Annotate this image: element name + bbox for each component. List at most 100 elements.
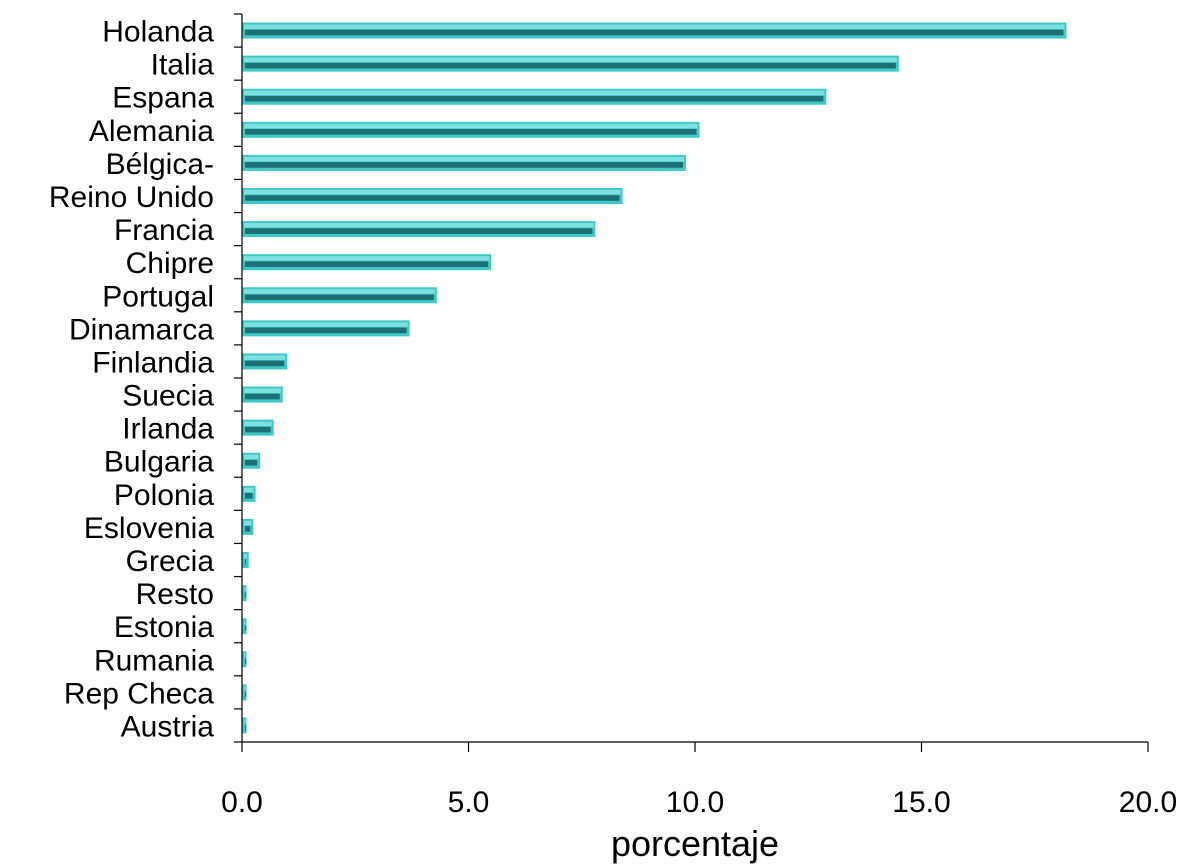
category-label: Rep Checa xyxy=(64,677,214,710)
bar-shade xyxy=(245,559,246,565)
bar xyxy=(242,22,1067,39)
bar-shade xyxy=(245,493,253,499)
bar-highlight xyxy=(244,156,684,162)
bar xyxy=(242,287,437,304)
category-label: Holanda xyxy=(102,16,214,49)
bar-highlight xyxy=(244,57,897,63)
bars-group xyxy=(242,22,1067,734)
bar-fill xyxy=(242,717,247,734)
bar xyxy=(242,552,249,568)
x-tick-label: 5.0 xyxy=(448,786,490,819)
x-tick-label: 10.0 xyxy=(666,786,724,819)
bar-fill xyxy=(242,651,247,668)
bar-highlight xyxy=(244,24,1065,30)
bar xyxy=(242,684,247,701)
category-label: Resto xyxy=(136,578,214,611)
bar-highlight xyxy=(244,620,245,625)
category-label: Rumania xyxy=(94,644,214,677)
bar xyxy=(242,717,247,734)
bar-shade xyxy=(245,195,620,201)
category-label: Grecia xyxy=(126,545,215,578)
bar-highlight xyxy=(244,487,254,493)
bar-highlight xyxy=(244,719,245,724)
bar-shade xyxy=(245,360,285,367)
bar-shade xyxy=(245,459,258,466)
x-tick-label: 20.0 xyxy=(1119,786,1177,819)
category-label: Irlanda xyxy=(122,413,214,446)
bar-shade xyxy=(245,261,489,267)
bar-highlight xyxy=(244,289,435,294)
x-axis: 0.0 5.0 10.0 15.0 20.0 xyxy=(221,741,1177,819)
category-label: Suecia xyxy=(122,380,214,413)
bar-highlight xyxy=(244,454,259,460)
bar xyxy=(242,254,492,271)
bar xyxy=(242,88,827,105)
x-tick-label: 0.0 xyxy=(221,786,263,819)
bar xyxy=(242,121,700,138)
bar-shade xyxy=(245,95,824,102)
bar xyxy=(242,419,274,436)
bar-shade xyxy=(245,129,697,135)
category-label: Bulgaria xyxy=(104,446,214,479)
bar xyxy=(242,55,899,72)
bar xyxy=(242,221,596,238)
bar-shade xyxy=(245,426,271,433)
bar-highlight xyxy=(244,554,247,559)
bar-highlight xyxy=(244,520,252,526)
bar-shade xyxy=(245,162,683,168)
bar-highlight xyxy=(244,256,490,261)
bar xyxy=(242,651,247,668)
bar xyxy=(242,518,254,535)
bar-highlight xyxy=(244,587,245,592)
bar-shade xyxy=(245,526,251,532)
bar-highlight xyxy=(244,223,594,228)
bar-shade xyxy=(245,625,246,631)
bar-shade xyxy=(245,393,280,400)
category-label: Austria xyxy=(121,710,215,743)
y-axis xyxy=(234,13,243,743)
bar xyxy=(242,485,256,502)
category-label: Chipre xyxy=(126,247,214,280)
bar-highlight xyxy=(244,653,245,658)
bar-fill xyxy=(242,618,247,635)
category-label: Reino Unido xyxy=(49,181,214,214)
bar xyxy=(242,320,410,337)
bar xyxy=(242,618,247,635)
bar-highlight xyxy=(244,388,281,394)
category-label: Polonia xyxy=(114,479,214,512)
bar-shade xyxy=(245,724,246,731)
category-label: Alemania xyxy=(89,115,214,148)
bar-fill xyxy=(242,684,247,701)
bar-shade xyxy=(245,592,246,598)
bar-shade xyxy=(245,691,246,698)
category-labels: HolandaItaliaEspanaAlemaniaBélgica-Reino… xyxy=(49,16,214,744)
bar xyxy=(242,353,288,370)
category-label: Portugal xyxy=(102,280,214,313)
bar-highlight xyxy=(244,123,698,129)
bar-highlight xyxy=(244,421,272,427)
category-label: Bélgica- xyxy=(106,148,214,181)
bar xyxy=(242,585,247,602)
bar-shade xyxy=(245,658,246,665)
bar-shade xyxy=(245,327,407,334)
bar-shade xyxy=(245,62,896,69)
bar xyxy=(242,154,686,171)
category-label: Italia xyxy=(151,49,215,82)
x-tick-label: 15.0 xyxy=(892,786,950,819)
bar xyxy=(242,452,261,469)
bar-highlight xyxy=(244,190,621,195)
bar-highlight xyxy=(244,90,825,96)
bar-shade xyxy=(245,228,593,234)
bar-highlight xyxy=(244,686,245,691)
bar-highlight xyxy=(244,355,286,360)
bar-fill xyxy=(242,585,247,602)
bar xyxy=(242,386,283,403)
category-label: Estonia xyxy=(114,611,214,644)
category-label: Francia xyxy=(114,214,214,247)
bar-shade xyxy=(245,294,434,301)
bar xyxy=(242,188,623,204)
category-label: Eslovenia xyxy=(84,512,214,545)
x-axis-title: porcentaje xyxy=(611,823,779,864)
bar-highlight xyxy=(244,322,408,327)
